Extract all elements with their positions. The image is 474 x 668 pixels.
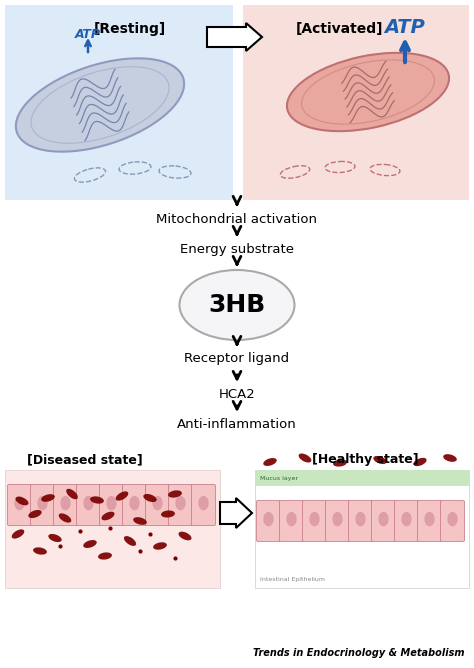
Ellipse shape [263, 458, 277, 466]
FancyBboxPatch shape [54, 484, 78, 526]
FancyBboxPatch shape [440, 500, 465, 542]
Ellipse shape [264, 512, 273, 526]
Ellipse shape [37, 496, 48, 510]
FancyArrow shape [220, 498, 252, 528]
FancyBboxPatch shape [302, 500, 327, 542]
Ellipse shape [143, 494, 157, 502]
FancyBboxPatch shape [394, 500, 419, 542]
Text: HCA2: HCA2 [219, 388, 255, 401]
Ellipse shape [48, 534, 62, 542]
Text: [Activated]: [Activated] [296, 22, 384, 36]
Text: Receptor ligand: Receptor ligand [184, 352, 290, 365]
Text: [Healthy state]: [Healthy state] [312, 453, 419, 466]
FancyBboxPatch shape [30, 484, 55, 526]
Ellipse shape [83, 496, 94, 510]
FancyBboxPatch shape [146, 484, 170, 526]
Ellipse shape [152, 496, 163, 510]
Ellipse shape [287, 53, 449, 131]
Ellipse shape [161, 510, 175, 518]
Ellipse shape [332, 512, 343, 526]
Text: Intestinal Epithelium: Intestinal Epithelium [260, 578, 325, 582]
Text: ATP: ATP [75, 28, 101, 41]
FancyBboxPatch shape [256, 500, 281, 542]
FancyBboxPatch shape [8, 484, 31, 526]
FancyBboxPatch shape [191, 484, 216, 526]
Ellipse shape [198, 496, 209, 510]
FancyBboxPatch shape [418, 500, 441, 542]
Ellipse shape [59, 514, 71, 522]
Ellipse shape [168, 490, 182, 498]
Text: [Resting]: [Resting] [94, 22, 166, 36]
Text: ATP: ATP [384, 18, 425, 37]
FancyBboxPatch shape [280, 500, 303, 542]
Bar [243, 5, 469, 200]
FancyBboxPatch shape [348, 500, 373, 542]
Ellipse shape [378, 512, 389, 526]
FancyBboxPatch shape [168, 484, 192, 526]
FancyBboxPatch shape [100, 484, 124, 526]
Text: Energy substrate: Energy substrate [180, 243, 294, 256]
Ellipse shape [175, 496, 186, 510]
Ellipse shape [12, 529, 24, 538]
Ellipse shape [14, 496, 25, 510]
Bar [255, 470, 469, 486]
Text: Anti-inflammation: Anti-inflammation [177, 418, 297, 431]
Ellipse shape [60, 496, 71, 510]
Ellipse shape [374, 456, 387, 464]
Ellipse shape [447, 512, 458, 526]
Ellipse shape [424, 512, 435, 526]
Bar [5, 470, 220, 588]
Ellipse shape [124, 536, 136, 546]
Ellipse shape [413, 458, 427, 466]
Bar [255, 470, 469, 588]
Ellipse shape [179, 532, 191, 540]
Ellipse shape [333, 460, 347, 467]
Ellipse shape [16, 58, 184, 152]
Ellipse shape [106, 496, 117, 510]
FancyBboxPatch shape [372, 500, 395, 542]
Bar [5, 5, 233, 200]
Text: [Diseased state]: [Diseased state] [27, 453, 143, 466]
FancyBboxPatch shape [122, 484, 146, 526]
Ellipse shape [66, 489, 78, 499]
Ellipse shape [129, 496, 140, 510]
FancyBboxPatch shape [76, 484, 100, 526]
Ellipse shape [286, 512, 297, 526]
Ellipse shape [116, 492, 128, 500]
Ellipse shape [16, 497, 28, 505]
Ellipse shape [180, 270, 294, 340]
Ellipse shape [153, 542, 167, 550]
Ellipse shape [310, 512, 319, 526]
Ellipse shape [443, 454, 457, 462]
Ellipse shape [98, 552, 112, 560]
Ellipse shape [28, 510, 42, 518]
Ellipse shape [83, 540, 97, 548]
Ellipse shape [299, 454, 311, 462]
Ellipse shape [401, 512, 412, 526]
Ellipse shape [133, 517, 147, 525]
Text: 3HB: 3HB [209, 293, 265, 317]
Text: Trends in Endocrinology & Metabolism: Trends in Endocrinology & Metabolism [254, 648, 465, 658]
Ellipse shape [101, 512, 115, 520]
Text: Mitochondrial activation: Mitochondrial activation [156, 213, 318, 226]
Ellipse shape [33, 547, 47, 554]
Ellipse shape [41, 494, 55, 502]
Text: Mucus layer: Mucus layer [260, 476, 298, 480]
Ellipse shape [356, 512, 365, 526]
Ellipse shape [90, 496, 104, 504]
FancyBboxPatch shape [326, 500, 349, 542]
FancyArrow shape [207, 23, 262, 51]
